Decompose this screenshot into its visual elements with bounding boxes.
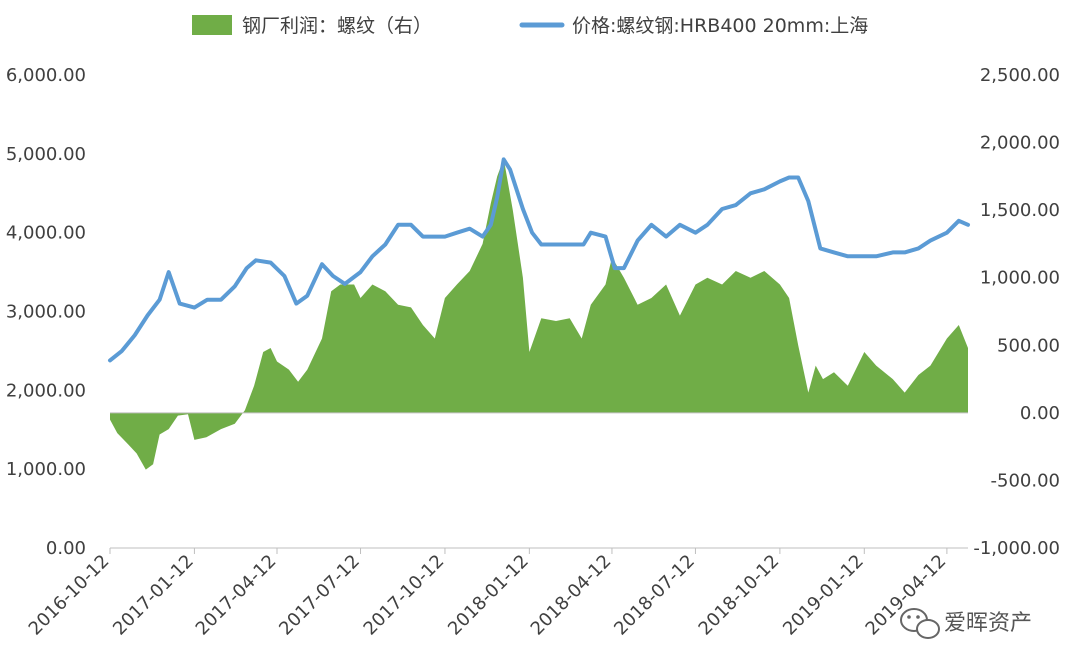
y-axis-left-ticks: 0.00 1,000.00 2,000.00 3,000.00 4,000.00 5,00… — [6, 65, 86, 559]
x-tick-label: 2019-01-12 — [779, 551, 868, 640]
y-right-tick-label: 2,500.00 — [980, 65, 1060, 86]
profit-area-layer — [109, 158, 969, 470]
y-right-tick-label: -1,000.00 — [973, 538, 1060, 559]
y-left-tick-label: 6,000.00 — [6, 65, 86, 86]
x-axis-ticks: 2016-10-122017-01-122017-04-122017-07-12… — [25, 548, 950, 640]
y-right-tick-label: 2,000.00 — [980, 133, 1060, 154]
y-right-tick-label: -500.00 — [991, 470, 1060, 491]
y-axis-right-ticks: -1,000.00 -500.00 0.00 500.00 1,000.00 1,500.… — [973, 65, 1060, 559]
y-left-tick-label: 2,000.00 — [6, 380, 86, 401]
legend-label-price: 价格:螺纹钢:HRB400 20mm:上海 — [572, 15, 868, 37]
price-line — [108, 157, 970, 363]
y-left-tick-label: 0.00 — [46, 538, 86, 559]
x-tick-label: 2018-07-12 — [610, 551, 699, 640]
y-right-tick-label: 500.00 — [997, 335, 1060, 356]
x-tick-label: 2017-10-12 — [360, 551, 449, 640]
y-right-tick-label: 1,000.00 — [980, 268, 1060, 289]
watermark: 爱晖资产 — [900, 608, 1032, 639]
y-left-tick-label: 4,000.00 — [6, 223, 86, 244]
legend: 钢厂利润：螺纹（右） 价格:螺纹钢:HRB400 20mm:上海 — [192, 15, 868, 37]
y-left-tick-label: 5,000.00 — [6, 144, 86, 165]
axes — [110, 412, 968, 549]
y-left-tick-label: 1,000.00 — [6, 459, 86, 480]
x-tick-label: 2018-10-12 — [695, 551, 784, 640]
x-tick-label: 2018-04-12 — [527, 551, 616, 640]
watermark-text: 爱晖资产 — [944, 611, 1032, 636]
y-right-tick-label: 0.00 — [1020, 403, 1060, 424]
profit-area — [110, 158, 968, 470]
legend-label-profit: 钢厂利润：螺纹（右） — [242, 15, 432, 37]
y-right-tick-label: 1,500.00 — [980, 200, 1060, 221]
x-tick-label: 2017-07-12 — [275, 551, 364, 640]
x-tick-label: 2017-01-12 — [109, 551, 198, 640]
x-tick-label: 2016-10-12 — [25, 551, 114, 640]
y-left-tick-label: 3,000.00 — [6, 302, 86, 323]
legend-swatch-profit — [192, 15, 232, 35]
price-line-layer — [108, 157, 970, 363]
x-tick-label: 2018-01-12 — [444, 551, 533, 640]
wechat-icon — [900, 608, 940, 639]
x-tick-label: 2017-04-12 — [192, 551, 281, 640]
